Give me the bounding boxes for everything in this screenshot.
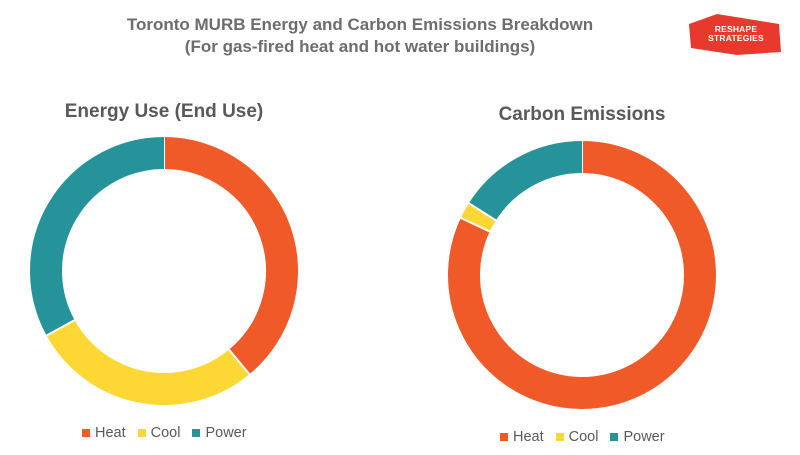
legend-item-power: Power	[610, 429, 665, 445]
slice-separator	[459, 216, 491, 233]
main-title-line2: (For gas-fired heat and hot water buildi…	[184, 37, 536, 56]
energy-use-donut-chart	[30, 136, 298, 405]
donut-slice-cool	[46, 319, 250, 405]
legend-swatch	[610, 433, 619, 441]
energy-use-chart-title: Energy Use (End Use)	[64, 101, 264, 122]
donut-slice-heat	[448, 141, 716, 409]
legend-label: Cool	[150, 425, 181, 441]
reshape-strategies-logo	[689, 14, 781, 55]
legend-item-heat: Heat	[500, 429, 544, 445]
legend-label: Power	[205, 425, 247, 441]
legend-swatch	[82, 429, 90, 437]
logo-text-line1: RESHAPE	[714, 24, 758, 34]
carbon-emissions-donut-chart	[448, 140, 716, 409]
legend-swatch	[137, 429, 146, 437]
legend-label: Heat	[513, 429, 544, 445]
legend-swatch	[500, 433, 508, 441]
donut-slice-cool	[460, 203, 497, 232]
donut-slice-power	[30, 137, 165, 336]
legend-item-heat: Heat	[82, 425, 126, 441]
legend-item-power: Power	[192, 425, 247, 441]
energy-use-legend: Heat Cool Power	[82, 425, 259, 441]
legend-label: Heat	[95, 425, 126, 441]
donut-slice-power	[468, 141, 583, 221]
logo-text-line2: STRATEGIES	[708, 33, 764, 43]
donut-slice-heat	[163, 137, 298, 375]
carbon-emissions-chart-title: Carbon Emissions	[498, 104, 666, 125]
slice-separator	[467, 201, 497, 222]
carbon-emissions-legend: Heat Cool Power	[500, 429, 677, 445]
legend-label: Cool	[568, 429, 599, 445]
legend-swatch	[192, 429, 201, 437]
main-title-line1: Toronto MURB Energy and Carbon Emissions…	[126, 15, 594, 34]
legend-item-cool: Cool	[137, 425, 181, 441]
legend-label: Power	[623, 429, 665, 445]
legend-item-cool: Cool	[555, 429, 599, 445]
legend-swatch	[555, 433, 564, 441]
slice-separator	[228, 348, 251, 376]
slice-separator	[45, 319, 76, 337]
